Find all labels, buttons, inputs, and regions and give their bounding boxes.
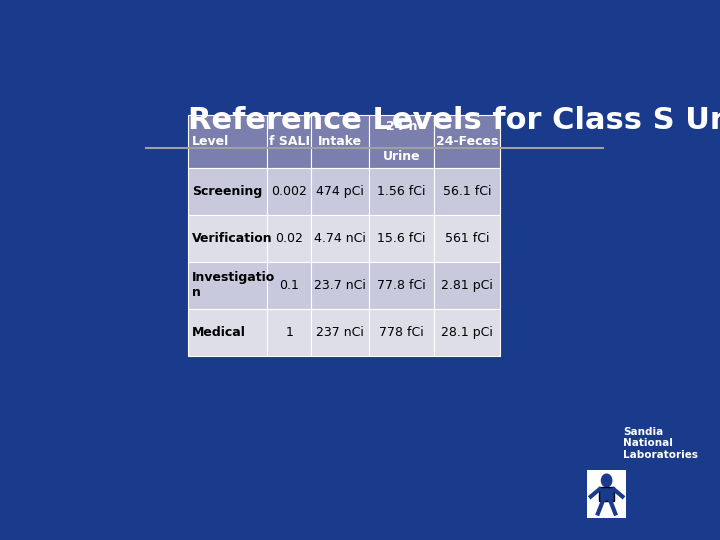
Text: Medical: Medical <box>192 326 246 339</box>
Text: 23.7 nCi: 23.7 nCi <box>314 279 366 292</box>
FancyBboxPatch shape <box>311 309 369 356</box>
FancyBboxPatch shape <box>369 114 434 168</box>
FancyBboxPatch shape <box>311 168 369 215</box>
FancyBboxPatch shape <box>267 309 311 356</box>
Text: Screening: Screening <box>192 185 262 198</box>
FancyBboxPatch shape <box>267 168 311 215</box>
FancyBboxPatch shape <box>585 468 628 520</box>
Text: 0.02: 0.02 <box>275 232 303 245</box>
Text: 24-h

Urine: 24-h Urine <box>383 120 420 163</box>
Text: Sandia
National
Laboratories: Sandia National Laboratories <box>623 427 698 460</box>
FancyBboxPatch shape <box>434 215 500 262</box>
FancyBboxPatch shape <box>188 114 267 168</box>
Text: 474 pCi: 474 pCi <box>316 185 364 198</box>
Text: 2.81 pCi: 2.81 pCi <box>441 279 493 292</box>
Text: 4.74 nCi: 4.74 nCi <box>314 232 366 245</box>
FancyBboxPatch shape <box>434 262 500 309</box>
FancyBboxPatch shape <box>267 215 311 262</box>
Text: 77.8 fCi: 77.8 fCi <box>377 279 426 292</box>
Text: 0.002: 0.002 <box>271 185 307 198</box>
FancyBboxPatch shape <box>188 215 267 262</box>
FancyBboxPatch shape <box>311 215 369 262</box>
FancyBboxPatch shape <box>434 309 500 356</box>
Text: f SALI: f SALI <box>269 134 310 148</box>
Text: 15.6 fCi: 15.6 fCi <box>377 232 426 245</box>
FancyBboxPatch shape <box>311 262 369 309</box>
Text: 0.1: 0.1 <box>279 279 299 292</box>
FancyBboxPatch shape <box>188 309 267 356</box>
FancyBboxPatch shape <box>369 309 434 356</box>
FancyBboxPatch shape <box>369 262 434 309</box>
Text: 1.56 fCi: 1.56 fCi <box>377 185 426 198</box>
Text: 237 nCi: 237 nCi <box>316 326 364 339</box>
Text: 778 fCi: 778 fCi <box>379 326 424 339</box>
FancyBboxPatch shape <box>369 215 434 262</box>
FancyBboxPatch shape <box>188 262 267 309</box>
Text: Intake: Intake <box>318 134 362 148</box>
Text: 1: 1 <box>285 326 293 339</box>
Text: Verification: Verification <box>192 232 273 245</box>
FancyBboxPatch shape <box>434 114 500 168</box>
FancyBboxPatch shape <box>434 168 500 215</box>
FancyBboxPatch shape <box>267 114 311 168</box>
Text: 24-Feces: 24-Feces <box>436 134 498 148</box>
Text: Level: Level <box>192 134 230 148</box>
Text: Reference Levels for Class S Uranium: Reference Levels for Class S Uranium <box>188 106 720 136</box>
FancyBboxPatch shape <box>369 168 434 215</box>
FancyBboxPatch shape <box>188 168 267 215</box>
FancyBboxPatch shape <box>267 262 311 309</box>
Text: 56.1 fCi: 56.1 fCi <box>443 185 491 198</box>
FancyBboxPatch shape <box>311 114 369 168</box>
Text: 561 fCi: 561 fCi <box>445 232 489 245</box>
FancyBboxPatch shape <box>600 487 613 501</box>
Text: Investigatio
n: Investigatio n <box>192 271 275 299</box>
Text: 28.1 pCi: 28.1 pCi <box>441 326 493 339</box>
Circle shape <box>601 474 612 487</box>
